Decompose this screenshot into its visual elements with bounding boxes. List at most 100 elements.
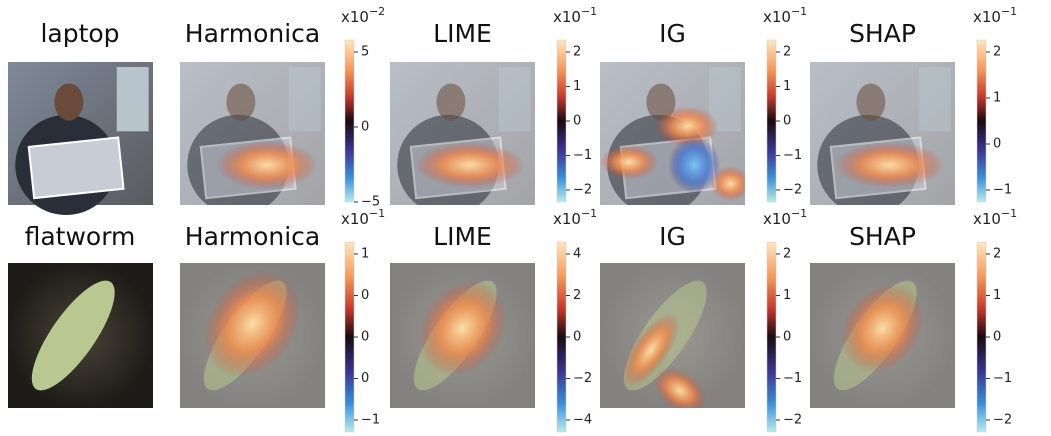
- scale-base: x10: [973, 8, 1001, 26]
- panel-title: IG: [659, 222, 686, 251]
- colorbar-tick-label: 0: [361, 288, 369, 303]
- colorbar-tick-label: 0: [783, 114, 791, 129]
- colorbar-tick-label: −4: [573, 413, 592, 428]
- scale-base: x10: [553, 8, 581, 26]
- scale-exponent: −1: [791, 5, 807, 18]
- colorbar-tick-label: 5: [361, 45, 369, 60]
- colorbar-tick-label: 4: [573, 247, 581, 262]
- colorbar-tick-label: 1: [573, 79, 581, 94]
- heat-blob: [668, 136, 721, 194]
- scale-exponent: −1: [791, 207, 807, 220]
- colorbar-tick-label: 1: [361, 247, 369, 262]
- heat-blob: [203, 270, 302, 378]
- colorbar-scale: x10−1: [763, 207, 807, 228]
- colorbar-tick-label: 0: [573, 114, 581, 129]
- photo-worm: [31, 280, 115, 391]
- colorbar: [766, 241, 777, 433]
- saliency-map: [390, 62, 535, 205]
- panel-title: SHAP: [849, 222, 916, 251]
- panel-title: LIME: [433, 19, 492, 48]
- colorbar-scale: x10−1: [763, 5, 807, 26]
- colorbar-tick-label: 0: [361, 371, 369, 386]
- saliency-layers: [600, 62, 745, 205]
- scale-base: x10: [553, 210, 581, 228]
- row-label: flatworm: [25, 222, 136, 251]
- colorbar-tick-label: 0: [361, 120, 369, 135]
- colorbar-tick-label: 2: [783, 247, 791, 262]
- colorbar-tick-label: 2: [783, 45, 791, 60]
- saliency-layers: [810, 263, 955, 408]
- saliency-map: [600, 62, 745, 205]
- photo-window: [498, 67, 531, 132]
- heat-blob: [834, 142, 945, 188]
- heat-blob: [414, 142, 525, 188]
- original-image: [8, 263, 153, 408]
- heat-blob: [216, 140, 318, 190]
- colorbar-tick-label: 1: [993, 91, 1001, 106]
- colorbar: [556, 241, 567, 433]
- heat-blob: [622, 312, 680, 388]
- photo-head: [54, 83, 84, 121]
- colorbar-tick-label: 0: [573, 330, 581, 345]
- colorbar-tick-label: 2: [993, 247, 1001, 262]
- saliency-map: [810, 263, 955, 408]
- saliency-layers: [600, 263, 745, 408]
- colorbar-tick-label: −1: [783, 148, 802, 163]
- scale-base: x10: [763, 210, 791, 228]
- colorbar: [344, 39, 355, 203]
- panel-title: LIME: [433, 222, 492, 251]
- colorbar-tick-label: −1: [573, 148, 592, 163]
- heat-blob: [655, 106, 719, 147]
- colorbar-tick-label: 0: [993, 330, 1001, 345]
- colorbar-scale: x10−1: [973, 5, 1017, 26]
- panel-title: Harmonica: [185, 222, 320, 251]
- heat-blob: [841, 283, 924, 374]
- saliency-layers: [180, 62, 325, 205]
- heat-blob: [653, 367, 706, 408]
- heat-blob: [418, 280, 507, 376]
- colorbar-scale: x10−2: [341, 5, 385, 26]
- colorbar-tick-label: 2: [993, 45, 1001, 60]
- photo-window: [116, 67, 149, 132]
- scale-base: x10: [341, 8, 369, 26]
- colorbar: [344, 241, 355, 433]
- photo-head: [856, 83, 886, 121]
- colorbar-tick-label: −2: [783, 413, 802, 428]
- colorbar: [976, 39, 987, 203]
- photo-window: [918, 67, 951, 132]
- colorbar: [766, 39, 777, 203]
- colorbar-tick-label: −2: [993, 413, 1012, 428]
- photo-laptop: [27, 136, 125, 200]
- photo-window: [288, 67, 321, 132]
- saliency-layers: [390, 62, 535, 205]
- panel-title: IG: [659, 19, 686, 48]
- row-label: laptop: [40, 19, 119, 48]
- colorbar-tick-label: −2: [573, 183, 592, 198]
- photo-head: [436, 83, 466, 121]
- saliency-map: [180, 62, 325, 205]
- scale-base: x10: [763, 8, 791, 26]
- scale-exponent: −1: [369, 207, 385, 220]
- colorbar-tick-label: 0: [993, 137, 1001, 152]
- colorbar-scale: x10−1: [973, 207, 1017, 228]
- colorbar-tick-label: −1: [993, 183, 1012, 198]
- saliency-layers: [810, 62, 955, 205]
- colorbar-tick-label: 1: [993, 288, 1001, 303]
- colorbar-tick-label: 2: [573, 45, 581, 60]
- saliency-map: [810, 62, 955, 205]
- colorbar-tick-label: −2: [783, 183, 802, 198]
- colorbar: [976, 241, 987, 433]
- original-image: [8, 62, 153, 216]
- scale-base: x10: [973, 210, 1001, 228]
- colorbar-tick-label: 1: [783, 288, 791, 303]
- saliency-map: [180, 263, 325, 408]
- colorbar-scale: x10−1: [553, 207, 597, 228]
- heat-blob: [600, 144, 658, 180]
- saliency-map: [600, 263, 745, 408]
- colorbar-tick-label: 0: [361, 330, 369, 345]
- scale-base: x10: [341, 210, 369, 228]
- colorbar-tick-label: −1: [361, 413, 380, 428]
- colorbar-tick-label: −2: [573, 371, 592, 386]
